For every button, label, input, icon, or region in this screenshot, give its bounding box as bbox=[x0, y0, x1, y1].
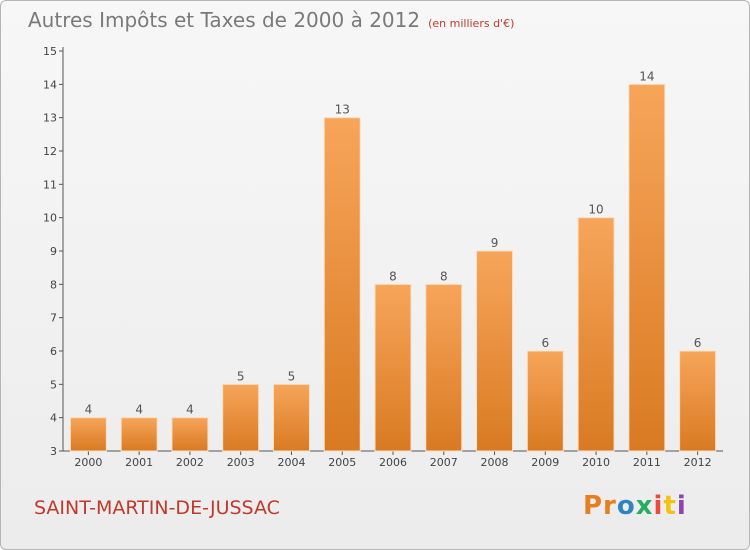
bar-2008 bbox=[476, 250, 514, 452]
bar-2005 bbox=[323, 117, 361, 452]
y-tick-label: 12 bbox=[43, 145, 57, 158]
value-label-2005: 13 bbox=[335, 103, 350, 117]
bar-2004 bbox=[272, 383, 310, 452]
y-tick-label: 10 bbox=[43, 212, 57, 225]
y-tick-label: 7 bbox=[50, 312, 57, 325]
value-label-2001: 4 bbox=[135, 403, 143, 417]
y-tick-label: 9 bbox=[50, 245, 57, 258]
value-label-2008: 9 bbox=[491, 236, 499, 250]
value-label-2009: 6 bbox=[541, 336, 549, 350]
bar-2007 bbox=[425, 283, 463, 452]
chart-title: Autres Impôts et Taxes de 2000 à 2012 (en… bbox=[28, 8, 514, 32]
bar-2006 bbox=[374, 283, 412, 452]
x-tick-label: 2012 bbox=[684, 456, 712, 469]
proxiti-logo: Proxiti bbox=[583, 491, 687, 521]
x-tick-label: 2001 bbox=[125, 456, 153, 469]
x-tick-label: 2000 bbox=[74, 456, 102, 469]
y-tick-label: 14 bbox=[43, 78, 57, 91]
value-label-2007: 8 bbox=[440, 269, 448, 283]
y-tick-label: 8 bbox=[50, 278, 57, 291]
y-tick-label: 6 bbox=[50, 345, 57, 358]
logo-part-4: i bbox=[653, 491, 664, 521]
x-tick-label: 2007 bbox=[430, 456, 458, 469]
value-label-2000: 4 bbox=[85, 403, 93, 417]
x-tick-label: 2005 bbox=[328, 456, 356, 469]
logo-part-5: t bbox=[663, 491, 677, 521]
commune-name: SAINT-MARTIN-DE-JUSSAC bbox=[34, 497, 280, 519]
value-label-2012: 6 bbox=[694, 336, 702, 350]
value-label-2011: 14 bbox=[639, 69, 654, 83]
x-tick-label: 2008 bbox=[481, 456, 509, 469]
logo-part-3: x bbox=[635, 491, 654, 521]
value-label-2003: 5 bbox=[237, 369, 245, 383]
x-tick-label: 2002 bbox=[176, 456, 204, 469]
y-tick-label: 4 bbox=[50, 412, 57, 425]
bar-2010 bbox=[577, 217, 615, 452]
y-tick-label: 5 bbox=[50, 378, 57, 391]
logo-part-6: i bbox=[676, 491, 687, 521]
value-label-2004: 5 bbox=[288, 369, 296, 383]
value-label-2002: 4 bbox=[186, 403, 194, 417]
chart-labels: 2000 4 2001 4 2002 4 2003 5 2004 5 2005 13 2006 8 2007… bbox=[74, 69, 711, 469]
value-label-2006: 8 bbox=[389, 269, 397, 283]
x-tick-label: 2009 bbox=[531, 456, 559, 469]
y-tick-label: 13 bbox=[43, 112, 57, 125]
bar-2003 bbox=[222, 383, 260, 452]
chart-bars bbox=[69, 83, 717, 452]
y-tick-label: 3 bbox=[50, 445, 57, 458]
x-tick-label: 2006 bbox=[379, 456, 407, 469]
logo-part-1: Pr bbox=[583, 491, 617, 521]
x-tick-label: 2003 bbox=[227, 456, 255, 469]
chart-subtitle: (en milliers d'€) bbox=[428, 17, 515, 30]
x-tick-label: 2011 bbox=[633, 456, 661, 469]
bar-2000 bbox=[69, 417, 107, 452]
x-tick-label: 2004 bbox=[277, 456, 305, 469]
value-label-2010: 10 bbox=[588, 203, 603, 217]
logo-part-2: o bbox=[616, 491, 636, 521]
bar-2011 bbox=[628, 83, 666, 452]
chart-title-text: Autres Impôts et Taxes de 2000 à 2012 bbox=[28, 8, 421, 32]
bar-2002 bbox=[171, 417, 209, 452]
y-tick-label: 11 bbox=[43, 178, 57, 191]
bar-2012 bbox=[679, 350, 717, 452]
bar-2009 bbox=[526, 350, 564, 452]
bar-2001 bbox=[120, 417, 158, 452]
y-tick-label: 15 bbox=[43, 45, 57, 58]
x-tick-label: 2010 bbox=[582, 456, 610, 469]
